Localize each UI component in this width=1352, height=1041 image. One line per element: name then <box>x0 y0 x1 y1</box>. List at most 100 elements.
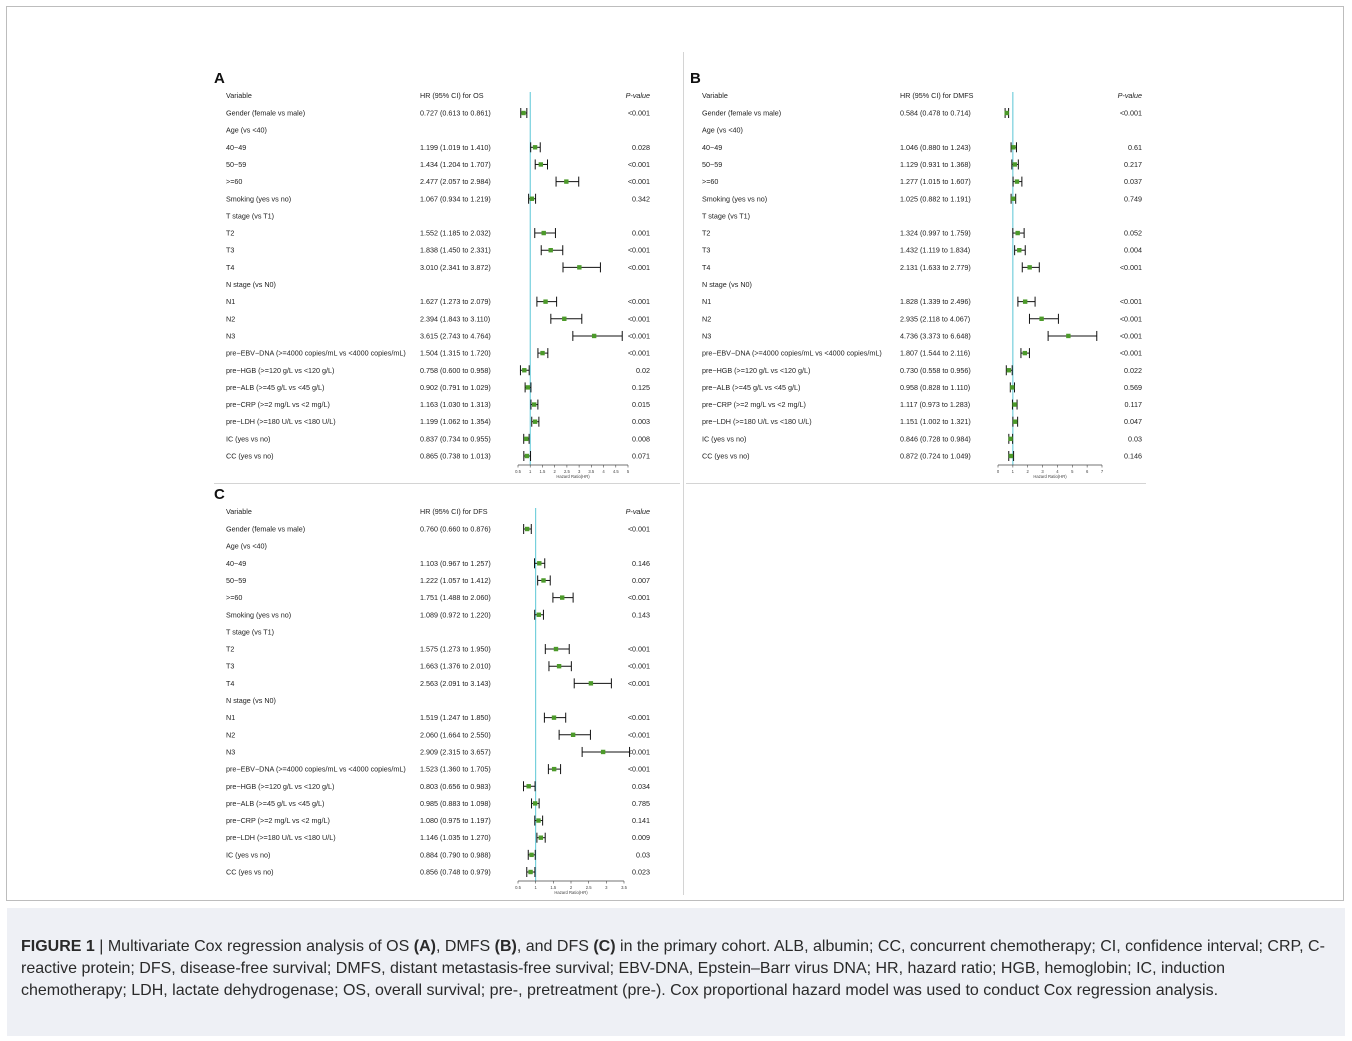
hr-point <box>556 664 562 669</box>
row-hr-ci: 2.060 (1.664 to 2.550) <box>420 730 491 739</box>
row-p-value: <0.001 <box>628 297 650 306</box>
hr-point <box>1012 402 1017 407</box>
hr-point <box>564 179 569 184</box>
row-p-value: <0.001 <box>628 593 650 602</box>
row-hr-ci: 1.807 (1.544 to 2.116) <box>900 349 970 358</box>
row-label: 40~49 <box>702 143 722 152</box>
row-p-value: 0.022 <box>1124 366 1142 375</box>
hr-point <box>536 818 541 823</box>
row-label: >=60 <box>226 177 242 186</box>
panel-divider-horizontal-left <box>214 483 680 484</box>
header-variable: Variable <box>226 507 252 516</box>
row-label: Age (vs <40) <box>226 542 267 551</box>
row-label: 50~59 <box>702 160 722 169</box>
row-label: 50~59 <box>226 160 246 169</box>
row-label: pre−CRP (>=2 mg/L vs <2 mg/L) <box>702 400 806 409</box>
row-p-value: <0.001 <box>628 730 650 739</box>
x-tick-label: 1.5 <box>550 885 556 890</box>
row-label: N2 <box>226 730 235 739</box>
caption-separator: | <box>94 938 108 955</box>
row-hr-ci: 1.504 (1.315 to 1.720) <box>420 349 491 358</box>
row-label: Smoking (yes vs no) <box>226 610 291 619</box>
hr-point <box>532 402 537 407</box>
x-tick-label: 3.5 <box>621 885 627 890</box>
row-label: IC (yes vs no) <box>226 850 270 859</box>
row-hr-ci: 4.736 (3.373 to 6.648) <box>900 331 971 340</box>
row-p-value: <0.001 <box>628 177 650 186</box>
row-p-value: 0.143 <box>632 610 650 619</box>
row-hr-ci: 1.046 (0.880 to 1.243) <box>900 143 971 152</box>
row-hr-ci: 1.199 (1.062 to 1.354) <box>420 417 491 426</box>
row-p-value: 0.003 <box>632 417 650 426</box>
row-label: pre−CRP (>=2 mg/L vs <2 mg/L) <box>226 816 330 825</box>
forest-plot-panel-c: C Variable HR (95% CI) for DFS P-value Gende… <box>212 482 652 895</box>
hr-point <box>541 578 546 583</box>
row-label: pre−EBV−DNA (>=4000 copies/mL vs <4000 c… <box>226 765 406 774</box>
row-label: N stage (vs N0) <box>702 280 752 289</box>
x-tick-label: 0.5 <box>515 885 521 890</box>
row-p-value: 0.008 <box>632 434 650 443</box>
row-hr-ci: 2.909 (2.315 to 3.657) <box>420 747 491 756</box>
hr-point <box>532 419 538 424</box>
row-p-value: 0.217 <box>1124 160 1142 169</box>
hr-point <box>1011 196 1016 201</box>
row-label: N stage (vs N0) <box>226 696 276 705</box>
row-p-value: 0.141 <box>632 816 650 825</box>
row-hr-ci: 2.394 (1.843 to 3.110) <box>420 314 490 323</box>
hr-point <box>538 162 544 167</box>
row-p-value: 0.007 <box>632 576 650 585</box>
hr-point <box>1004 110 1009 116</box>
row-p-value: 0.785 <box>632 799 650 808</box>
row-hr-ci: 1.434 (1.204 to 1.707) <box>420 160 491 169</box>
forest-plot-panel-a: A Variable HR (95% CI) for OS P-value Gender… <box>212 66 652 479</box>
x-tick-label: 0 <box>997 469 1000 474</box>
hr-point <box>548 248 553 253</box>
row-label: pre−CRP (>=2 mg/L vs <2 mg/L) <box>226 400 330 409</box>
row-hr-ci: 1.025 (0.882 to 1.191) <box>900 194 971 203</box>
hr-point <box>560 595 565 600</box>
figure-caption: FIGURE 1 | Multivariate Cox regression a… <box>21 936 1331 1002</box>
row-hr-ci: 1.523 (1.360 to 1.705) <box>420 765 491 774</box>
row-label: T2 <box>226 645 234 654</box>
figure-caption-box: FIGURE 1 | Multivariate Cox regression a… <box>7 908 1345 1036</box>
row-label: T4 <box>226 263 234 272</box>
row-label: Gender (female vs male) <box>226 525 305 534</box>
row-label: T4 <box>702 263 710 272</box>
hr-point <box>570 732 576 737</box>
row-label: pre−LDH (>=180 U/L vs <180 U/L) <box>702 417 812 426</box>
row-label: pre−EBV−DNA (>=4000 copies/mL vs <4000 c… <box>226 349 406 358</box>
hr-point <box>1008 436 1013 442</box>
row-p-value: <0.001 <box>628 662 650 671</box>
row-label: 40~49 <box>226 559 246 568</box>
x-tick-label: 1.5 <box>540 469 546 474</box>
hr-point <box>1022 350 1028 356</box>
row-hr-ci: 0.730 (0.558 to 0.956) <box>900 366 971 375</box>
caption-text-2: , DMFS <box>435 938 495 955</box>
hr-point <box>1011 145 1016 150</box>
row-hr-ci: 0.803 (0.656 to 0.983) <box>420 782 491 791</box>
row-hr-ci: 1.627 (1.273 to 2.079) <box>420 297 491 306</box>
row-label: N3 <box>226 331 235 340</box>
row-p-value: 0.034 <box>632 782 650 791</box>
panel-divider-vertical <box>683 52 684 895</box>
row-p-value: 0.749 <box>1124 194 1142 203</box>
row-p-value: <0.001 <box>1120 297 1142 306</box>
caption-text-3: , and DFS <box>516 938 594 955</box>
row-hr-ci: 0.760 (0.660 to 0.876) <box>420 525 491 534</box>
hr-point <box>562 316 567 321</box>
row-hr-ci: 0.837 (0.734 to 0.955) <box>420 434 491 443</box>
row-label: N3 <box>226 747 235 756</box>
row-label: T3 <box>226 246 234 255</box>
row-label: pre−LDH (>=180 U/L vs <180 U/L) <box>226 417 336 426</box>
row-hr-ci: 1.103 (0.967 to 1.257) <box>420 559 491 568</box>
row-hr-ci: 1.324 (0.997 to 1.759) <box>900 229 971 238</box>
row-label: T stage (vs T1) <box>702 211 750 220</box>
row-label: IC (yes vs no) <box>226 434 270 443</box>
forest-plot-panel-b: B Variable HR (95% CI) for DMFS P-value Gend… <box>688 66 1148 479</box>
hr-point <box>532 145 538 150</box>
hr-point <box>529 196 535 201</box>
x-tick-label: 6 <box>1086 469 1089 474</box>
row-hr-ci: 0.902 (0.791 to 1.029) <box>420 383 491 392</box>
hr-point <box>551 715 557 720</box>
